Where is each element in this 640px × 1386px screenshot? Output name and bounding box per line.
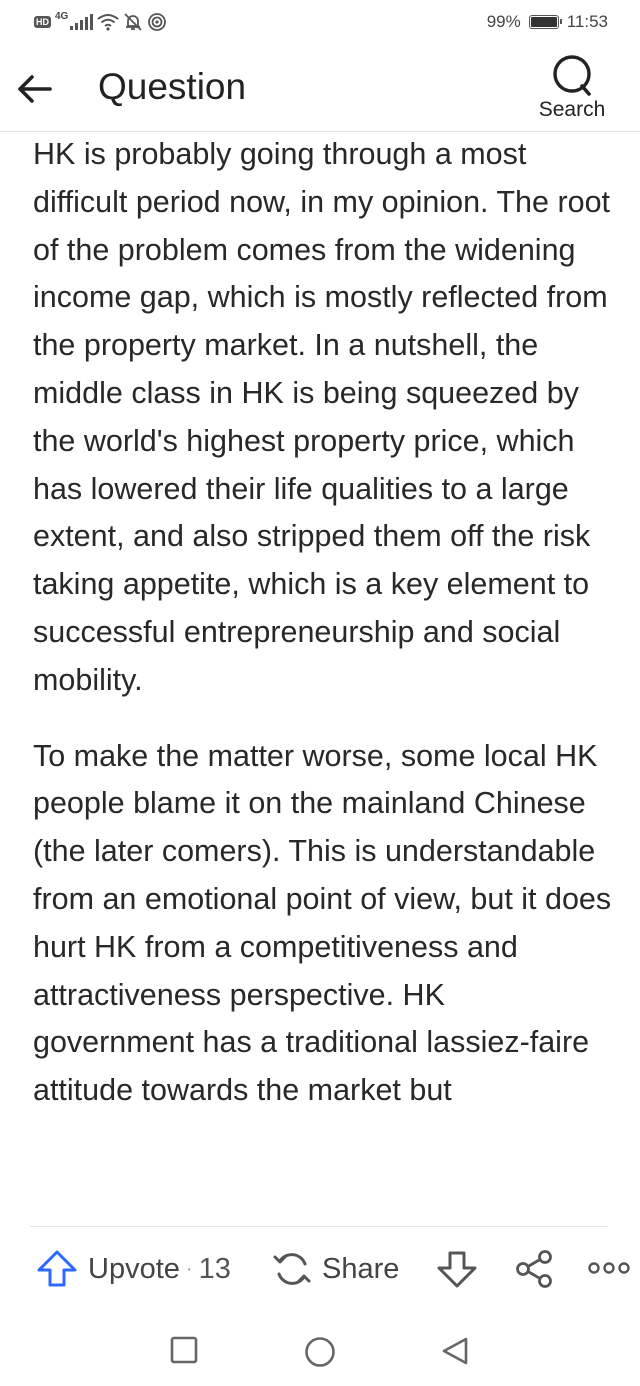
search-label: Search bbox=[538, 98, 606, 121]
page-title: Question bbox=[98, 66, 247, 107]
upvote-label: Upvote bbox=[88, 1252, 180, 1285]
app-header: Question Search bbox=[0, 44, 640, 132]
separator-dot: · bbox=[185, 1257, 193, 1280]
share-label: Share bbox=[322, 1252, 400, 1285]
system-nav-bar bbox=[0, 1312, 640, 1386]
battery-icon bbox=[528, 15, 562, 29]
hotspot-icon bbox=[148, 13, 167, 31]
share-refresh-icon bbox=[273, 1253, 311, 1285]
more-button[interactable] bbox=[588, 1261, 630, 1275]
action-bar: Upvote · 13 Share bbox=[30, 1226, 630, 1313]
system-back-button[interactable] bbox=[440, 1336, 470, 1371]
more-dots-icon bbox=[588, 1262, 630, 1274]
recent-apps-icon bbox=[170, 1336, 198, 1364]
answer-paragraph: To make the matter worse, some local HK … bbox=[33, 738, 612, 1108]
downvote-button[interactable] bbox=[436, 1249, 478, 1289]
answer-content[interactable]: HK is probably going through a most diff… bbox=[33, 131, 613, 1226]
back-button[interactable] bbox=[14, 68, 56, 110]
share-nodes-icon bbox=[516, 1250, 552, 1288]
recent-apps-button[interactable] bbox=[170, 1336, 198, 1369]
wifi-icon bbox=[97, 14, 119, 31]
back-arrow-icon bbox=[18, 75, 52, 103]
clock: 11:53 bbox=[566, 12, 608, 31]
answer-paragraph: HK is probably going through a most diff… bbox=[33, 137, 611, 697]
downvote-arrow-icon bbox=[437, 1251, 477, 1288]
hd-icon: HD bbox=[34, 16, 51, 28]
signal-icon bbox=[70, 14, 94, 30]
search-button[interactable]: Search bbox=[534, 52, 610, 124]
home-icon bbox=[305, 1337, 335, 1367]
upvote-button[interactable]: Upvote · 13 bbox=[36, 1249, 231, 1289]
search-icon bbox=[553, 55, 591, 96]
home-button[interactable] bbox=[304, 1336, 336, 1373]
status-icons-left: HD 4G bbox=[34, 10, 167, 32]
share-button[interactable]: Share bbox=[272, 1249, 399, 1289]
status-bar: HD 4G 99% 11:53 bbox=[0, 0, 640, 44]
upvote-count: 13 bbox=[198, 1252, 231, 1285]
network-type: 4G bbox=[55, 10, 69, 22]
status-icons-right: 99% 11:53 bbox=[487, 12, 608, 32]
upvote-arrow-icon bbox=[37, 1250, 77, 1287]
back-triangle-icon bbox=[442, 1337, 468, 1365]
mute-icon bbox=[124, 13, 142, 31]
share-nodes-button[interactable] bbox=[514, 1249, 554, 1289]
battery-percent: 99% bbox=[486, 12, 521, 31]
